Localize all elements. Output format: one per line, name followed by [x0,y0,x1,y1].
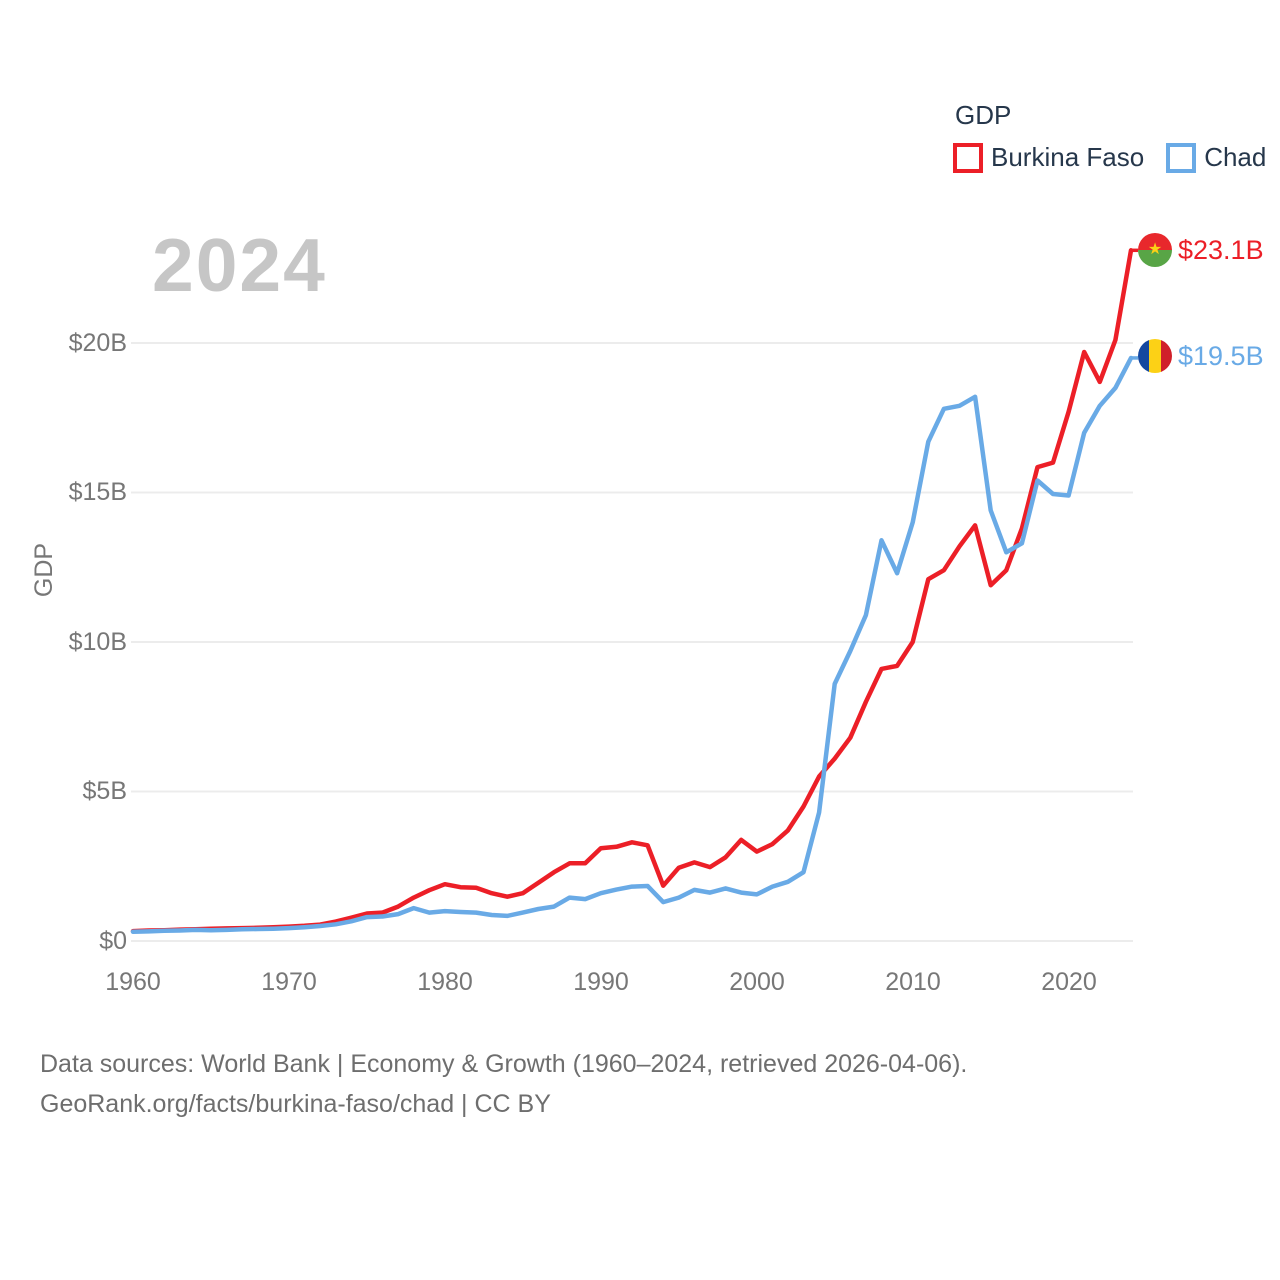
legend: Burkina Faso Chad [953,142,1266,173]
y-tick-15b: $15B [68,478,127,506]
chad-flag-blue-stripe [1138,339,1150,373]
data-source-line1: Data sources: World Bank | Economy & Gro… [40,1050,968,1078]
end-value-burkina-faso: $23.1B [1178,235,1264,265]
legend-title: GDP [955,100,1012,130]
gridlines [131,342,1133,942]
chad-flag-yellow-stripe [1149,339,1161,373]
x-tick-2000: 2000 [729,968,785,996]
legend-swatch-burkina-faso-icon [953,142,983,173]
burkina-faso-flag-star: ★ [1147,241,1163,258]
legend-item-chad[interactable]: Chad [1166,142,1266,173]
legend-swatch-chad-icon [1166,142,1197,173]
data-source-line2: GeoRank.org/facts/burkina-faso/chad | CC… [40,1090,551,1118]
chad-flag-red-stripe [1160,339,1172,373]
data-source-footer: Data sources: World Bank | Economy & Gro… [40,1044,967,1124]
series-line-burkina-faso [130,248,1134,934]
x-tick-1990: 1990 [573,968,629,996]
x-tick-1970: 1970 [261,968,317,996]
end-value-chad: $19.5B [1178,341,1264,371]
x-tick-1960: 1960 [105,968,161,996]
y-tick-5b: $5B [82,777,127,805]
burkina-faso-flag-red-band [1138,233,1172,250]
series-line-chad [130,355,1134,934]
legend-item-burkina-faso[interactable]: Burkina Faso [953,142,1144,173]
y-tick-10b: $10B [68,628,127,656]
x-tick-1980: 1980 [417,968,473,996]
burkina-faso-flag-icon: ★ [1138,233,1172,267]
chad-flag-icon [1138,339,1172,373]
y-axis-title: GDP [30,542,58,598]
x-tick-2010: 2010 [885,968,941,996]
x-tick-2020: 2020 [1041,968,1097,996]
y-tick-20b: $20B [68,329,127,357]
year-watermark: 2024 [152,223,327,307]
legend-label-chad: Chad [1204,142,1267,172]
burkina-faso-flag-green-band [1138,250,1172,267]
y-tick-0: $0 [99,927,127,955]
legend-label-burkina-faso: Burkina Faso [991,142,1145,172]
